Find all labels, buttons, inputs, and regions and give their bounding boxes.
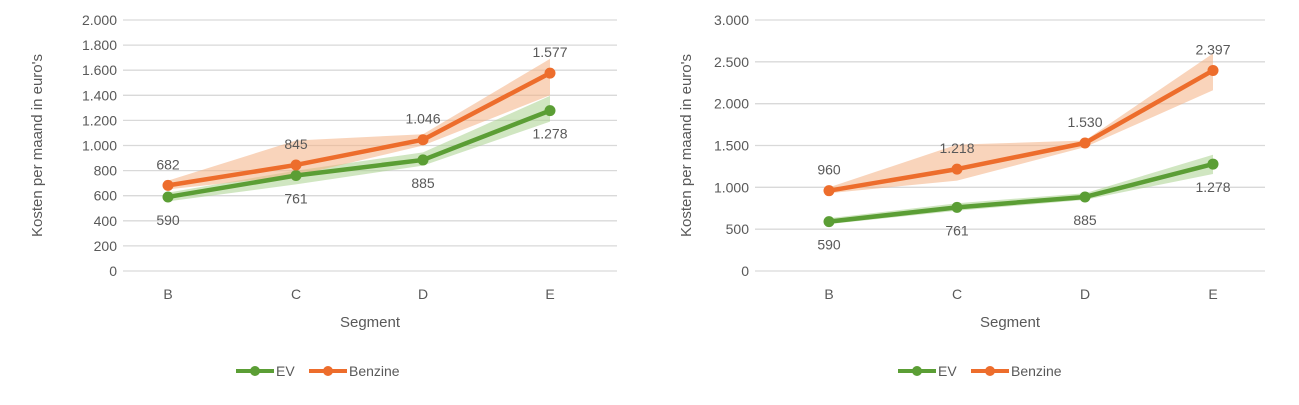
chart-right: 0 500 1.000 1.500 2.000 2.500 3.000 Kosten per … — [650, 0, 1299, 400]
data-point — [417, 134, 429, 146]
chart-left: 0 200 400 600 800 1.000 1.200 1.400 1.600 1.800 2.… — [0, 0, 650, 400]
y-tick-label: 1.600 — [82, 62, 117, 78]
legend-marker-icon — [912, 366, 922, 376]
y-axis-label: Kosten per maand in euro's — [29, 54, 46, 237]
benzine-confidence-band — [829, 53, 1213, 194]
y-tick-label: 1.800 — [82, 37, 117, 53]
legend-item-benzine[interactable]: Benzine — [309, 363, 400, 379]
data-label: 761 — [284, 190, 308, 206]
legend-item-ev[interactable]: EV — [236, 363, 295, 379]
series-line — [828, 161, 1214, 224]
data-point — [1207, 158, 1219, 170]
data-point — [1207, 64, 1219, 76]
ev-series — [162, 105, 556, 203]
legend-marker-icon — [323, 366, 333, 376]
data-point — [162, 191, 174, 203]
data-point — [544, 105, 556, 117]
data-point — [544, 67, 556, 79]
data-label: 1.530 — [1067, 114, 1102, 130]
y-tick-label: 1.400 — [82, 87, 117, 103]
data-label: 885 — [411, 175, 435, 191]
data-point — [823, 216, 835, 228]
y-tick-label: 1.200 — [82, 112, 117, 128]
data-label: 1.577 — [532, 44, 567, 60]
data-label: 960 — [817, 162, 841, 178]
benzine-series — [823, 64, 1219, 197]
y-tick-label: 2.500 — [714, 54, 749, 70]
data-label: 590 — [156, 212, 180, 228]
benzine-series — [162, 67, 556, 191]
x-axis-label: Segment — [980, 314, 1041, 331]
legend-label: Benzine — [1011, 363, 1062, 379]
y-tick-label: 0 — [109, 263, 117, 279]
legend-item-ev[interactable]: EV — [898, 363, 957, 379]
y-tick-label: 500 — [726, 221, 750, 237]
data-label: 590 — [817, 237, 841, 253]
y-tick-label: 800 — [94, 163, 118, 179]
data-point — [290, 169, 302, 181]
y-tick-label: 2.000 — [714, 96, 749, 112]
legend-item-benzine[interactable]: Benzine — [971, 363, 1062, 379]
x-tick-label: B — [824, 286, 833, 302]
y-tick-label: 2.000 — [82, 12, 117, 28]
x-axis-label: Segment — [340, 314, 401, 331]
x-tick-label: C — [952, 286, 962, 302]
series-line — [167, 71, 552, 188]
data-point — [951, 201, 963, 213]
legend-label: EV — [938, 363, 957, 379]
x-tick-label: D — [418, 286, 428, 302]
legend: EV Benzine — [236, 363, 400, 379]
y-tick-label: 1.000 — [82, 138, 117, 154]
data-point — [823, 185, 835, 197]
y-tick-label: 200 — [94, 238, 118, 254]
legend-label: Benzine — [349, 363, 400, 379]
y-tick-label: 3.000 — [714, 12, 749, 28]
x-tick-label: C — [291, 286, 301, 302]
data-label: 1.278 — [532, 126, 567, 142]
data-point — [162, 179, 174, 191]
data-label: 761 — [945, 222, 969, 238]
data-label: 1.218 — [939, 140, 974, 156]
data-label: 1.046 — [405, 111, 440, 127]
y-axis-label: Kosten per maand in euro's — [678, 54, 695, 237]
data-label: 845 — [284, 136, 308, 152]
data-point — [951, 163, 963, 175]
y-tick-label: 400 — [94, 213, 118, 229]
data-point — [1079, 191, 1091, 203]
line-chart-right: 0 500 1.000 1.500 2.000 2.500 3.000 Kosten per … — [678, 12, 1265, 379]
data-point — [417, 154, 429, 166]
data-point — [290, 159, 302, 171]
y-tick-label: 0 — [741, 263, 749, 279]
data-label: 682 — [156, 156, 180, 172]
ev-series — [823, 158, 1219, 228]
series-line — [828, 68, 1215, 193]
x-tick-label: E — [545, 286, 554, 302]
benzine-confidence-band — [168, 58, 550, 190]
data-point — [1079, 137, 1091, 149]
data-label: 1.278 — [1195, 179, 1230, 195]
legend-label: EV — [276, 363, 295, 379]
x-tick-label: D — [1080, 286, 1090, 302]
series-line — [167, 108, 551, 200]
x-tick-label: E — [1208, 286, 1217, 302]
y-tick-label: 600 — [94, 188, 118, 204]
data-label: 2.397 — [1195, 41, 1230, 57]
data-label: 885 — [1073, 212, 1097, 228]
line-chart-left: 0 200 400 600 800 1.000 1.200 1.400 1.600 1.800 2.… — [29, 12, 617, 379]
legend-marker-icon — [985, 366, 995, 376]
y-tick-label: 1.500 — [714, 138, 749, 154]
y-tick-label: 1.000 — [714, 179, 749, 195]
legend: EV Benzine — [898, 363, 1062, 379]
x-tick-label: B — [163, 286, 172, 302]
legend-marker-icon — [250, 366, 260, 376]
